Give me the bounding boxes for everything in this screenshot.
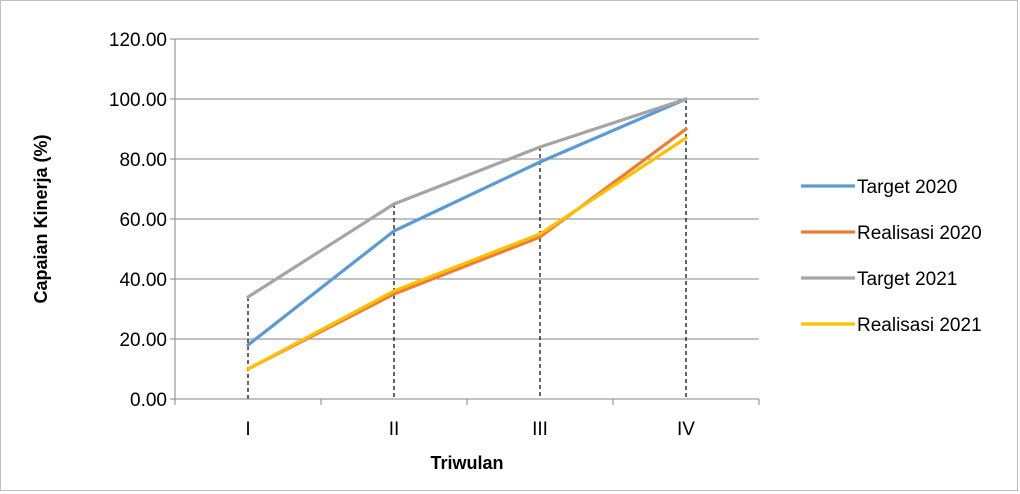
legend-label: Target 2021	[857, 269, 957, 290]
x-axis-title: Triwulan	[430, 453, 503, 473]
x-tick-label: IV	[677, 419, 695, 440]
series-lines	[246, 97, 688, 371]
y-tick-label: 40.00	[119, 270, 167, 291]
legend-label: Target 2020	[857, 177, 957, 198]
y-tick-label: 100.00	[109, 90, 167, 111]
legend-label: Realisasi 2020	[857, 223, 982, 244]
axes	[170, 38, 760, 405]
y-tick-label: 20.00	[119, 330, 167, 351]
x-tick-label: I	[245, 419, 250, 440]
y-tick-label: 80.00	[119, 150, 167, 171]
legend: Target 2020 Realisasi 2020 Target 2021 Real…	[801, 177, 982, 336]
x-tick-label: III	[532, 419, 548, 440]
y-tick-label: 60.00	[119, 210, 167, 231]
y-tick-label: 0.00	[130, 390, 167, 411]
series-line	[246, 136, 688, 371]
series-line	[246, 97, 688, 347]
y-tick-label: 120.00	[109, 30, 167, 51]
legend-label: Realisasi 2021	[857, 315, 982, 336]
y-axis-title: Capaian Kinerja (%)	[31, 134, 51, 303]
gridlines	[175, 38, 759, 340]
x-tick-label: II	[389, 419, 400, 440]
series-line	[246, 97, 688, 299]
drop-lines	[247, 99, 687, 399]
